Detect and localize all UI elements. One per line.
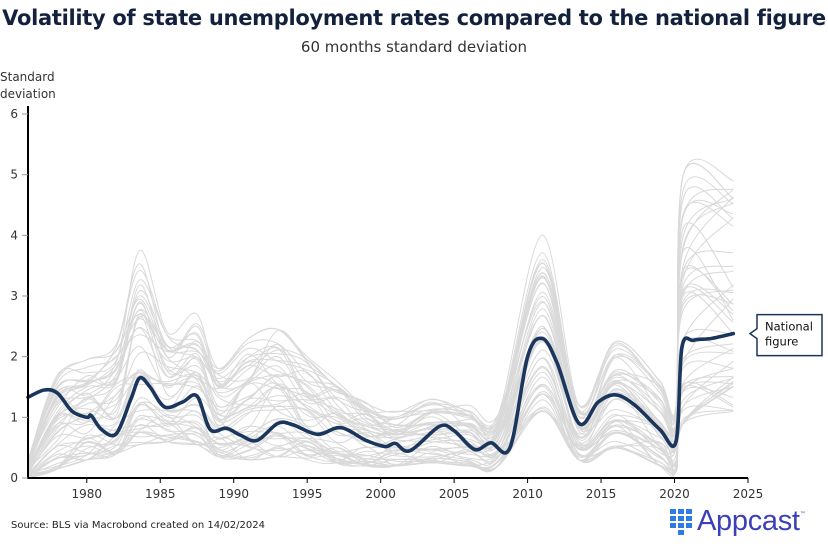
y-tick-label: 2 <box>10 350 18 364</box>
state-series-line <box>27 265 734 469</box>
x-tick-label: 1985 <box>145 487 176 501</box>
state-series-line <box>27 371 734 474</box>
y-tick-label: 3 <box>10 289 18 303</box>
x-tick-label: 2005 <box>439 487 470 501</box>
y-tick-label: 0 <box>10 471 18 485</box>
callout-label: National <box>765 320 813 334</box>
state-series-line <box>27 202 734 463</box>
state-series-line <box>27 282 734 469</box>
appcast-logo-icon <box>670 508 692 535</box>
state-series-line <box>27 176 734 462</box>
state-series-line <box>27 197 734 465</box>
state-series-line <box>27 360 734 477</box>
appcast-logo-trademark: ™ <box>799 511 806 518</box>
x-tick-label: 2025 <box>733 487 764 501</box>
state-series-line <box>27 365 734 475</box>
state-series-line <box>27 288 734 470</box>
state-series-line <box>27 384 734 475</box>
x-tick-label: 2010 <box>512 487 543 501</box>
y-tick-label: 6 <box>10 107 18 121</box>
callout-label: figure <box>765 335 798 349</box>
chart-title: Volatility of state unemployment rates c… <box>2 6 826 30</box>
state-series-line <box>27 188 734 462</box>
callout-box <box>748 313 823 357</box>
x-tick-label: 1995 <box>292 487 323 501</box>
state-series-line <box>27 386 734 478</box>
source-note: Source: BLS via Macrobond created on 14/… <box>11 520 265 531</box>
state-series-line <box>27 298 734 470</box>
national-series-group <box>26 331 736 455</box>
state-series-group <box>27 158 734 479</box>
y-tick-label: 5 <box>10 168 18 182</box>
national-figure-line <box>26 331 736 455</box>
chart-subtitle: 60 months standard deviation <box>300 38 528 56</box>
state-series-line <box>27 286 734 472</box>
appcast-logo-text: Appcast <box>697 505 800 537</box>
y-tick-label: 1 <box>10 410 18 424</box>
x-tick-label: 2020 <box>659 487 690 501</box>
state-series-line <box>27 376 734 476</box>
y-axis-label-line2: deviation <box>0 87 56 101</box>
state-series-line <box>27 357 734 473</box>
y-tick-label: 4 <box>10 228 18 242</box>
y-axis-label-line1: Standard <box>0 70 55 84</box>
x-tick-label: 1980 <box>72 487 103 501</box>
state-series-line <box>27 393 734 479</box>
appcast-logo: Appcast ™ <box>670 505 806 538</box>
x-tick-label: 1990 <box>218 487 249 501</box>
state-series-line <box>27 196 734 467</box>
x-tick-label: 2000 <box>365 487 396 501</box>
axes-group: 0 1 2 3 4 5 6 1980 1985 1990 1995 2000 2005 2010 2015 2… <box>10 106 763 501</box>
state-series-line <box>27 217 734 463</box>
state-series-line <box>27 199 734 462</box>
x-tick-label: 2015 <box>586 487 617 501</box>
